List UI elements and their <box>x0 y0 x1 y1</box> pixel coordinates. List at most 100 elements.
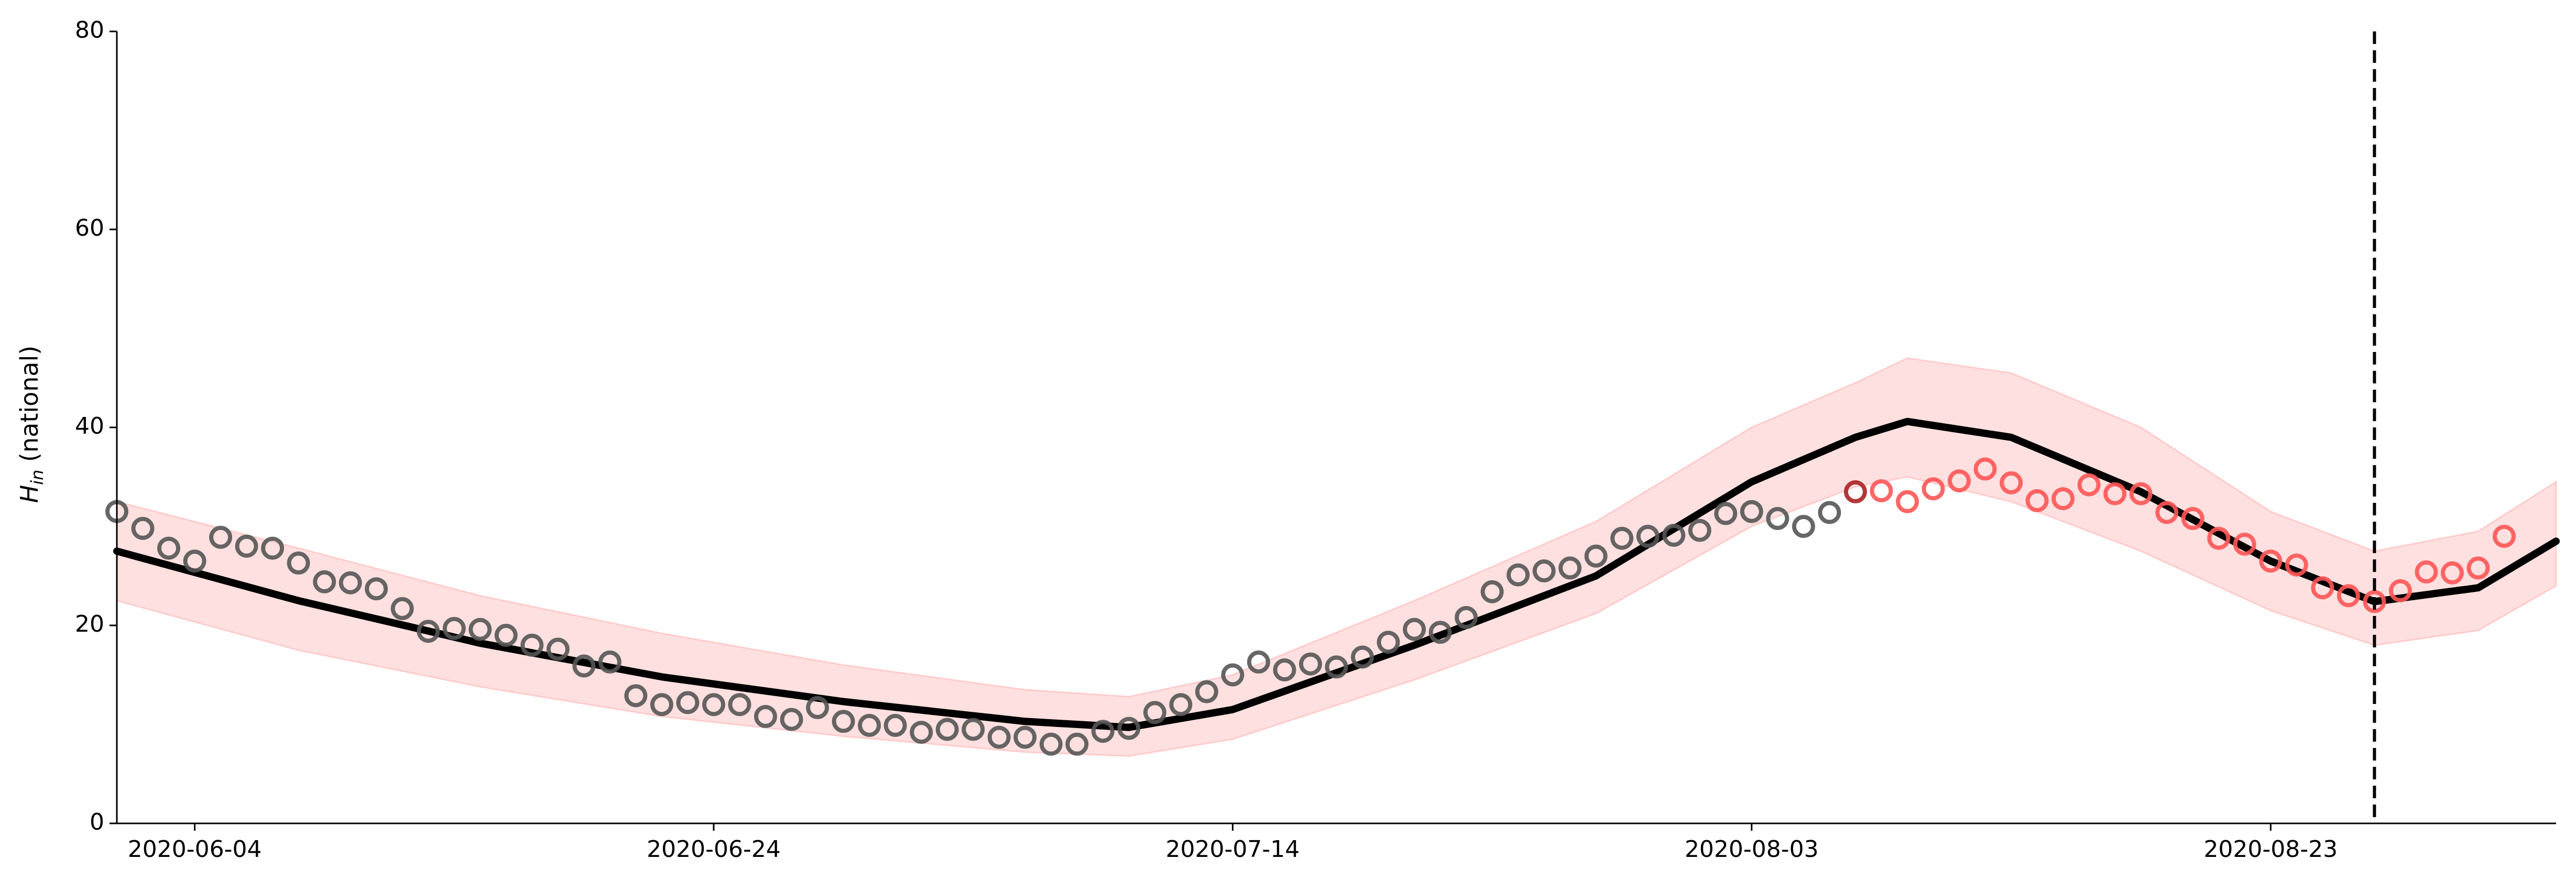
fit-line-layer <box>113 417 2560 731</box>
future-point <box>1922 477 1945 501</box>
observed-point <box>858 713 881 737</box>
observed-point <box>572 654 596 678</box>
x-tick-label: 2020-08-23 <box>2203 836 2338 863</box>
highlighted-point <box>1843 480 1867 503</box>
observed-point <box>1740 500 1763 523</box>
confidence-band <box>116 357 2557 757</box>
future-point <box>1870 479 1893 502</box>
future-point <box>2025 489 2049 512</box>
observed-point <box>365 577 388 601</box>
observed-point <box>754 704 777 728</box>
observed-point <box>1818 501 1841 524</box>
y-tick-label: 60 <box>75 215 104 241</box>
observed-point <box>987 725 1011 749</box>
observed-point <box>1247 650 1270 674</box>
observed-point <box>1584 544 1608 568</box>
observed-point <box>1507 563 1530 587</box>
observed-point <box>546 637 570 661</box>
observed-point <box>339 571 362 594</box>
observed-point <box>962 718 985 741</box>
observed-point <box>1455 605 1478 629</box>
observed-point <box>624 684 648 708</box>
observed-point <box>442 616 466 640</box>
future-point <box>1973 457 1997 481</box>
observed-point <box>390 597 414 620</box>
observed-point <box>1377 631 1400 654</box>
y-tick-label: 80 <box>75 17 104 43</box>
observed-point <box>1714 502 1738 525</box>
observed-point <box>883 713 907 737</box>
observed-point <box>1039 732 1063 756</box>
observed-point <box>1403 618 1426 641</box>
future-point <box>2285 553 2308 577</box>
future-point <box>2259 549 2283 573</box>
y-tick-label: 20 <box>75 611 104 637</box>
future-point <box>2440 561 2464 585</box>
y-tick-label: 40 <box>75 413 104 439</box>
observed-point <box>1117 717 1141 740</box>
observed-point <box>1428 621 1452 644</box>
observed-point <box>1610 526 1634 550</box>
observed-point <box>832 710 855 733</box>
confidence-band-layer <box>116 357 2557 757</box>
observed-point <box>1558 556 1582 580</box>
future-point <box>1896 490 1919 513</box>
future-point <box>2388 579 2412 602</box>
observed-point <box>1091 720 1115 743</box>
y-axis-label-main: H <box>15 485 43 503</box>
observed-point <box>1662 524 1686 547</box>
observed-point <box>313 570 336 593</box>
observed-point <box>1766 506 1789 530</box>
observed-point <box>780 708 803 731</box>
observed-point <box>598 650 621 674</box>
future-point <box>2207 526 2231 550</box>
fit-line <box>113 417 2560 731</box>
observed-point <box>910 721 933 744</box>
observed-point <box>209 525 233 549</box>
future-point <box>1948 469 1971 493</box>
observed-point <box>417 620 440 643</box>
y-tick-label: 0 <box>90 809 104 835</box>
future-point <box>2415 560 2438 583</box>
future-point <box>2129 482 2153 505</box>
observed-point <box>1325 655 1348 679</box>
future-point <box>2311 576 2334 600</box>
x-tick-label: 2020-06-04 <box>128 836 262 863</box>
observed-point <box>702 693 725 717</box>
observed-point <box>650 693 673 717</box>
future-point <box>2051 487 2075 511</box>
observed-point <box>1688 519 1711 542</box>
observed-point <box>131 516 155 540</box>
observed-point <box>287 551 310 575</box>
future-point <box>2000 471 2023 494</box>
observed-point <box>468 618 492 641</box>
observed-point <box>1195 680 1218 703</box>
x-tick-label: 2020-06-24 <box>647 836 781 863</box>
future-point <box>2337 584 2360 608</box>
observed-point <box>1792 515 1815 538</box>
future-point <box>2155 501 2179 524</box>
observed-point <box>1273 658 1296 681</box>
observed-point <box>1636 524 1660 548</box>
observed-point <box>1351 645 1374 669</box>
observed-point <box>520 633 544 657</box>
axes: 0 20 40 60 80 2020-06-04 2020-06-24 2020-07-14 2… <box>75 17 2556 863</box>
observed-point <box>183 549 206 573</box>
y-axis-label: Hin (national) <box>15 346 47 503</box>
observed-point <box>1143 701 1166 724</box>
observed-point <box>1299 652 1322 676</box>
observed-point <box>935 718 959 741</box>
y-axis-label-sub: in <box>27 470 47 485</box>
observed-point <box>1221 663 1245 687</box>
future-point <box>2103 482 2127 505</box>
observed-point <box>806 696 829 719</box>
observed-point <box>728 693 751 717</box>
future-point <box>2466 556 2490 580</box>
data-points-layer <box>105 457 2516 756</box>
future-point <box>2233 533 2256 556</box>
observed-point <box>235 534 258 558</box>
observed-point <box>494 623 518 647</box>
observed-point <box>157 536 180 560</box>
observed-point <box>1065 732 1089 756</box>
